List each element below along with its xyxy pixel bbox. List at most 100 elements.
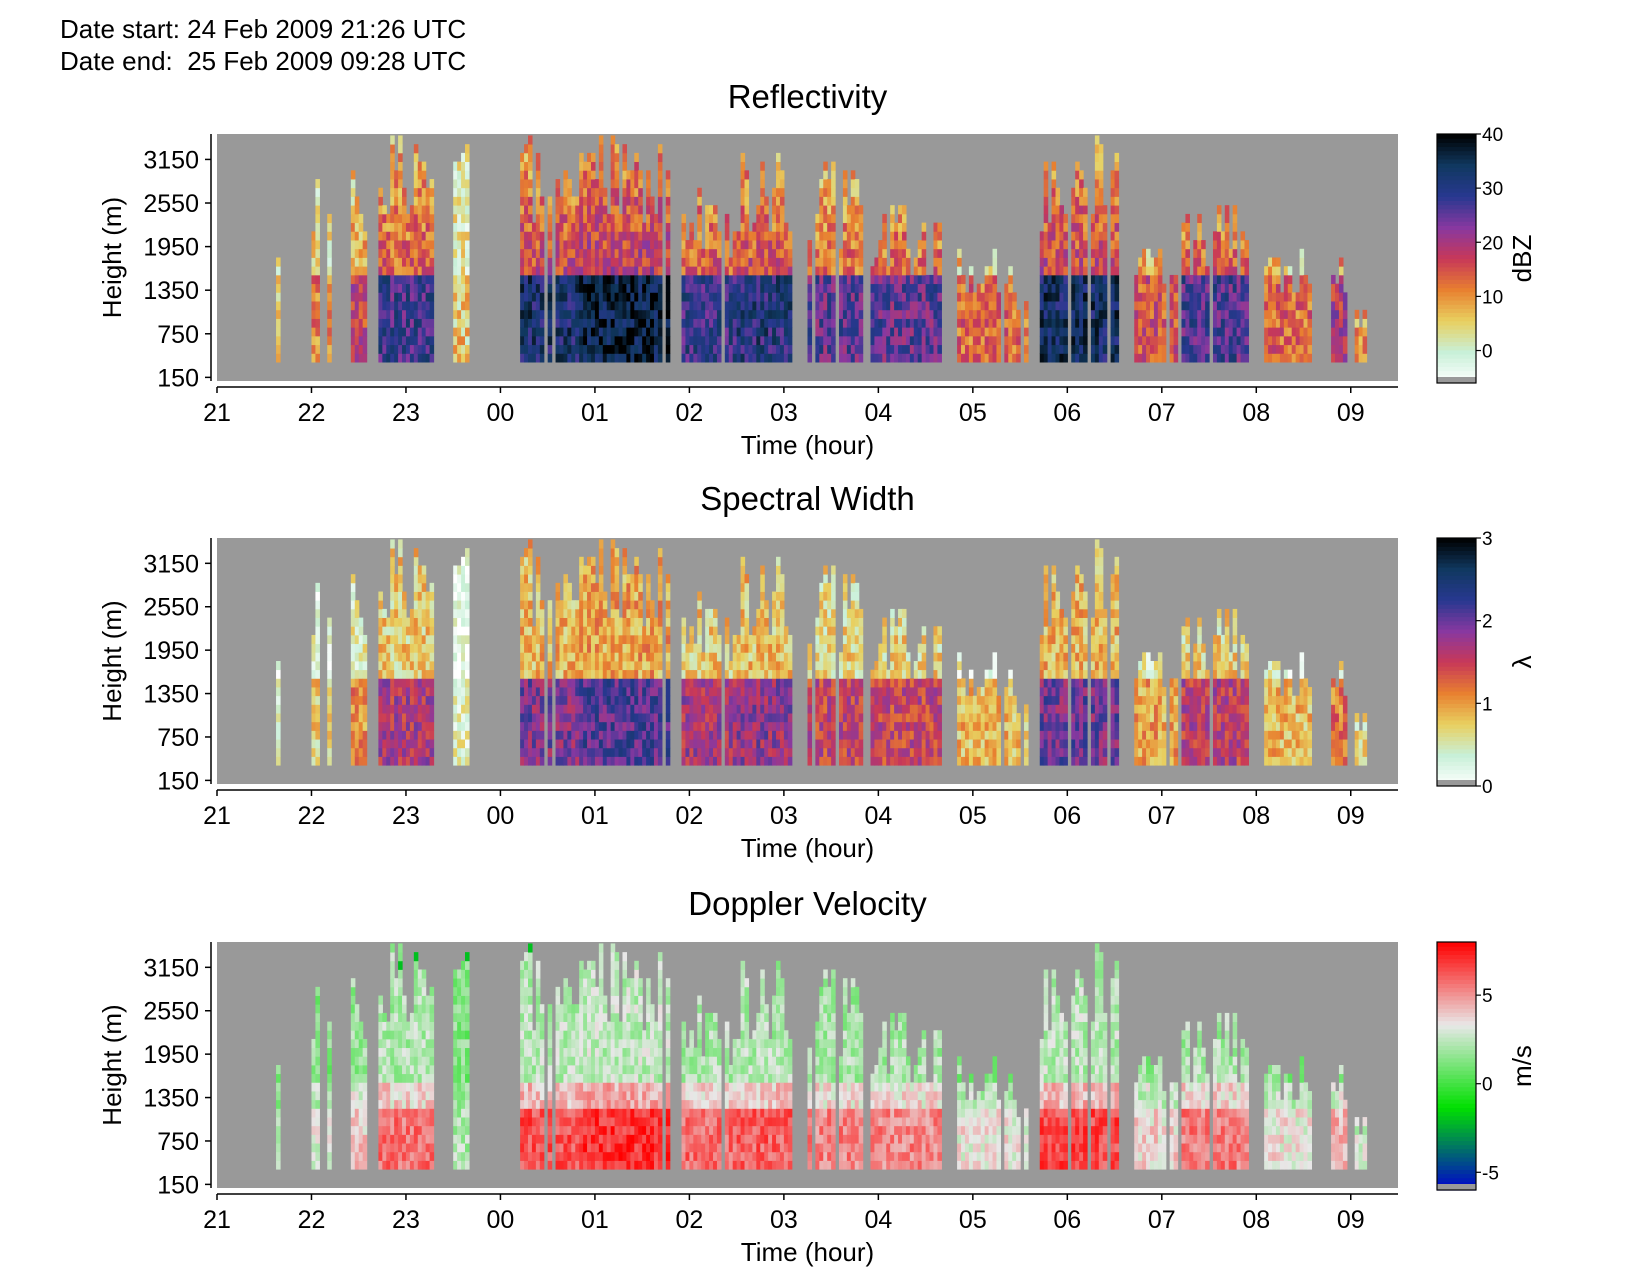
heatmap-cell (405, 257, 411, 267)
heatmap-cell (1039, 327, 1045, 337)
heatmap-cell (390, 248, 395, 258)
heatmap-cell (705, 634, 710, 645)
heatmap-cell (925, 318, 931, 328)
heatmap-cell (606, 739, 612, 749)
heatmap-cell (1287, 353, 1293, 363)
heatmap-cell (783, 222, 789, 232)
heatmap-cell (465, 240, 470, 250)
heatmap-cell (350, 669, 356, 679)
heatmap-cell (736, 301, 742, 311)
heatmap-cell (382, 756, 387, 766)
heatmap-cell (622, 309, 628, 319)
heatmap-cell (398, 678, 403, 688)
heatmap-cell (724, 617, 730, 627)
heatmap-cell (461, 353, 466, 363)
heatmap-cell (606, 231, 612, 241)
heatmap-cell (535, 661, 541, 671)
heatmap-cell (579, 565, 584, 575)
heatmap-cell (417, 661, 423, 671)
heatmap-cell (453, 747, 458, 757)
heatmap-cell (614, 274, 620, 285)
heatmap-cell (713, 713, 718, 723)
heatmap-cell (886, 283, 891, 293)
heatmap-cell (311, 231, 317, 241)
heatmap-cell (894, 257, 899, 267)
colorbar-segment (1437, 150, 1476, 156)
heatmap-cell (457, 634, 462, 645)
heatmap-cell (1075, 301, 1080, 311)
heatmap-cell (618, 248, 624, 258)
heatmap-cell (917, 266, 923, 276)
heatmap-cell (327, 747, 332, 757)
heatmap-cell (740, 152, 746, 163)
heatmap-cell (409, 231, 415, 241)
heatmap-cell (850, 335, 856, 346)
heatmap-cell (1051, 213, 1057, 224)
heatmap-cell (535, 704, 541, 714)
heatmap-cell (354, 353, 360, 363)
heatmap-cell (382, 327, 387, 337)
heatmap-cell (1216, 353, 1222, 363)
heatmap-cell (398, 205, 403, 215)
heatmap-cell (776, 205, 781, 215)
heatmap-cell (1224, 240, 1230, 250)
heatmap-cell (642, 240, 647, 250)
heatmap-cell (398, 669, 403, 679)
heatmap-cell (1098, 170, 1104, 180)
heatmap-cell (846, 335, 852, 346)
heatmap-cell (429, 205, 435, 215)
heatmap-cell (728, 669, 734, 679)
heatmap-cell (413, 721, 419, 731)
heatmap-cell (583, 617, 588, 627)
heatmap-cell (1110, 335, 1116, 346)
heatmap-cell (378, 327, 383, 337)
heatmap-cell (776, 240, 781, 250)
heatmap-cell (1043, 353, 1049, 363)
heatmap-cell (732, 661, 738, 671)
heatmap-cell (425, 643, 431, 653)
heatmap-cell (1079, 344, 1084, 354)
heatmap-cell (650, 643, 655, 653)
heatmap-cell (1008, 301, 1013, 311)
heatmap-cell (736, 318, 742, 328)
heatmap-cell (567, 678, 572, 688)
heatmap-cell (630, 213, 635, 224)
heatmap-cell (713, 327, 718, 337)
heatmap-cell (579, 661, 584, 671)
heatmap-cell (362, 739, 368, 749)
heatmap-cell (1193, 248, 1198, 258)
heatmap-cell (1354, 309, 1360, 319)
heatmap-cell (705, 747, 710, 757)
heatmap-cell (539, 634, 545, 645)
heatmap-cell (768, 344, 773, 354)
heatmap-cell (587, 222, 592, 232)
heatmap-cell (858, 283, 864, 293)
heatmap-cell (622, 240, 628, 250)
heatmap-cell (354, 222, 360, 232)
heatmap-cell (638, 274, 643, 285)
heatmap-cell (398, 213, 403, 224)
heatmap-cell (657, 179, 663, 189)
heatmap-cell (1299, 266, 1305, 276)
heatmap-cell (1110, 240, 1116, 250)
heatmap-cell (1138, 292, 1143, 302)
heatmap-cell (311, 730, 317, 740)
heatmap-cell (614, 661, 620, 671)
heatmap-cell (650, 687, 655, 697)
heatmap-cell (1079, 170, 1084, 180)
heatmap-cell (535, 634, 541, 645)
heatmap-cell (409, 283, 415, 293)
heatmap-cell (1272, 274, 1277, 285)
heatmap-cell (358, 730, 364, 740)
heatmap-cell (567, 353, 572, 363)
heatmap-cell (665, 669, 671, 679)
heatmap-cell (555, 301, 561, 311)
heatmap-cell (1059, 335, 1064, 346)
heatmap-cell (634, 257, 639, 267)
heatmap-cell (1335, 318, 1340, 328)
heatmap-cell (957, 335, 962, 346)
heatmap-cell (382, 309, 387, 319)
heatmap-cell (870, 318, 876, 328)
heatmap-cell (638, 582, 643, 592)
heatmap-cell (732, 652, 738, 662)
